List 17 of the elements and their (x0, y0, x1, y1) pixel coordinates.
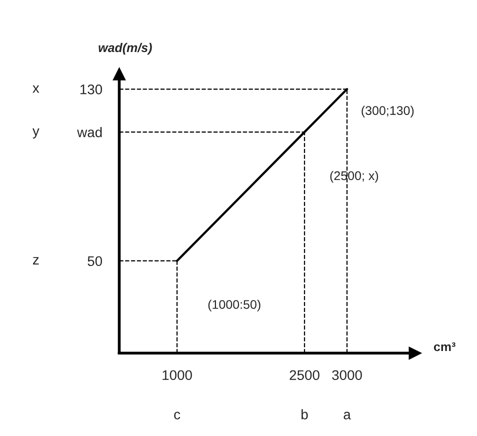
x-tick-label: 2500 (290, 370, 320, 380)
text: c (174, 412, 180, 420)
text: z (33, 257, 39, 264)
x-axis-title: cm³ (434, 342, 456, 352)
annotation: (1000:50) (208, 300, 260, 312)
text: a (344, 412, 351, 420)
annotation: (2500; x) (330, 170, 378, 183)
y-tick-label: 130 (80, 84, 102, 94)
y-axis-title: wad(m/s) (98, 42, 152, 55)
y-tick-label: 50 (88, 256, 102, 266)
x-tick-label: 1000 (162, 370, 192, 380)
y-tick-label: wad (77, 127, 102, 138)
text: x (32, 85, 40, 93)
text: b (302, 409, 308, 420)
text: y (32, 128, 40, 139)
annotation: (300;130) (362, 106, 414, 118)
x-tick-label: 3000 (332, 370, 362, 380)
